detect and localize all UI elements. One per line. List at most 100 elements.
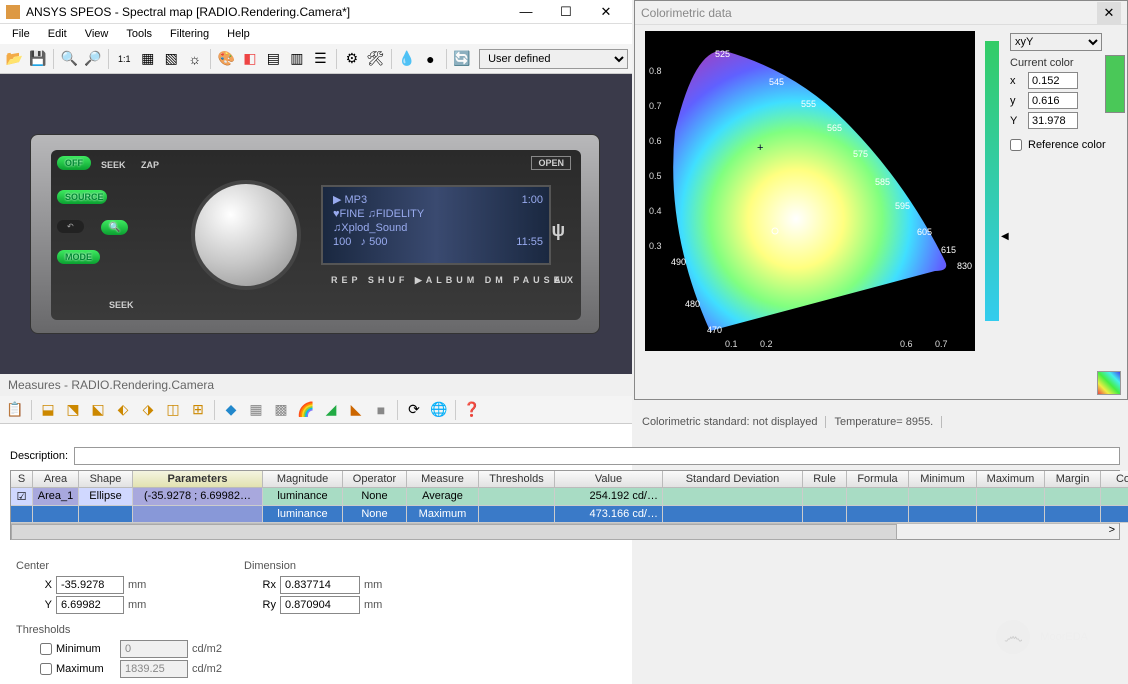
layer1-icon[interactable]: ▦ <box>138 48 159 70</box>
ry-input[interactable] <box>280 596 360 614</box>
zoom-icon[interactable]: 🔍 <box>59 48 80 70</box>
cY-input[interactable] <box>1028 112 1078 129</box>
row1-area: Area_1 <box>33 488 79 506</box>
menu-tools[interactable]: Tools <box>118 26 160 42</box>
layer2-icon[interactable]: ▧ <box>161 48 182 70</box>
max-checkbox[interactable] <box>40 663 52 675</box>
refresh-icon[interactable]: 🔄 <box>452 48 473 70</box>
rx-label: Rx <box>254 579 276 591</box>
chromaticity-diagram[interactable]: + 52554555556557558559560561583049048047… <box>645 31 975 351</box>
refcolor-checkbox[interactable] <box>1010 139 1022 151</box>
mt-grey1-icon[interactable]: ▦ <box>245 399 267 421</box>
mt-help-icon[interactable]: ❓ <box>461 399 483 421</box>
color-titlebar[interactable]: Colorimetric data ✕ <box>635 1 1127 25</box>
menu-edit[interactable]: Edit <box>40 26 75 42</box>
menu-view[interactable]: View <box>77 26 117 42</box>
adjust-icon[interactable]: ⚙ <box>342 48 363 70</box>
zoom-fit-icon[interactable]: 🔎 <box>83 48 104 70</box>
lcd-clock: 11:55 <box>516 235 543 249</box>
description-input[interactable] <box>74 447 1120 465</box>
minimize-button[interactable]: — <box>506 1 546 23</box>
mt-list-icon[interactable]: 📋 <box>4 399 26 421</box>
table-header[interactable]: Margin <box>1045 471 1101 488</box>
scale-icon[interactable]: 1:1 <box>114 48 135 70</box>
cy-input[interactable] <box>1028 92 1078 109</box>
menu-filtering[interactable]: Filtering <box>162 26 217 42</box>
menu-file[interactable]: File <box>4 26 38 42</box>
mt-t6-icon[interactable]: ◫ <box>162 399 184 421</box>
ax-y1: 0.3 <box>649 241 662 251</box>
drop-icon[interactable]: 💧 <box>397 48 418 70</box>
dot-icon[interactable]: ● <box>420 48 441 70</box>
aux-label: AUX <box>554 275 573 285</box>
stack-icon[interactable]: ☰ <box>310 48 331 70</box>
table-header[interactable]: Parameters <box>133 471 263 488</box>
grad-icon[interactable]: ▤ <box>263 48 284 70</box>
mt-t7-icon[interactable]: ⊞ <box>187 399 209 421</box>
bars-icon[interactable]: ▥ <box>287 48 308 70</box>
maximize-button[interactable]: ☐ <box>546 1 586 23</box>
open-icon[interactable]: 📂 <box>4 48 25 70</box>
table-header[interactable]: Measure <box>407 471 479 488</box>
mt-t1-icon[interactable]: ⬓ <box>37 399 59 421</box>
min-checkbox[interactable] <box>40 643 52 655</box>
palette-icon[interactable]: 🎨 <box>216 48 237 70</box>
close-button[interactable]: ✕ <box>586 1 626 23</box>
preset-select[interactable]: User defined <box>479 49 628 69</box>
mt-sq-icon[interactable]: ■ <box>370 399 392 421</box>
gradient-bar[interactable] <box>985 41 999 321</box>
window-title: ANSYS SPEOS - Spectral map [RADIO.Render… <box>26 5 506 19</box>
mt-t5-icon[interactable]: ⬗ <box>137 399 159 421</box>
rx-unit: mm <box>364 579 382 591</box>
tune-icon[interactable]: 🛠 <box>365 48 386 70</box>
table-header[interactable]: Rule <box>803 471 847 488</box>
table-header[interactable]: Confidence Level <box>1101 471 1128 488</box>
table-header[interactable]: Maximum <box>977 471 1045 488</box>
center-x-input[interactable] <box>56 576 124 594</box>
table-header[interactable]: Operator <box>343 471 407 488</box>
light-icon[interactable]: ☼ <box>185 48 206 70</box>
mt-rgb-icon[interactable]: 🌈 <box>295 399 317 421</box>
table-row[interactable]: ☑ Area_1 Ellipse (-35.9278 ; 6.69982… lu… <box>11 488 1119 506</box>
row1-op: None <box>343 488 407 506</box>
menu-help[interactable]: Help <box>219 26 258 42</box>
mt-t2-icon[interactable]: ⬔ <box>62 399 84 421</box>
mt-t4-icon[interactable]: ⬖ <box>112 399 134 421</box>
gradient-arrow-icon[interactable]: ◀ <box>1001 231 1009 242</box>
palette-button-icon[interactable] <box>1097 371 1121 395</box>
titlebar[interactable]: ANSYS SPEOS - Spectral map [RADIO.Render… <box>0 0 632 24</box>
center-y-input[interactable] <box>56 596 124 614</box>
table-header[interactable]: Magnitude <box>263 471 343 488</box>
table-header[interactable]: Formula <box>847 471 909 488</box>
rx-input[interactable] <box>280 576 360 594</box>
table-header[interactable]: Value <box>555 471 663 488</box>
table-header[interactable]: Standard Deviation <box>663 471 803 488</box>
mt-refresh-icon[interactable]: ⟳ <box>403 399 425 421</box>
color-space-select[interactable]: xyY <box>1010 33 1102 51</box>
mt-diamond-icon[interactable]: ◆ <box>220 399 242 421</box>
save-icon[interactable]: 💾 <box>28 48 49 70</box>
mt-tri1-icon[interactable]: ◢ <box>320 399 342 421</box>
lcd-vol: 100 <box>333 236 351 248</box>
table-header[interactable]: S <box>11 471 33 488</box>
mt-tri2-icon[interactable]: ◣ <box>345 399 367 421</box>
min-unit: cd/m2 <box>192 643 222 655</box>
mode-button: MODE <box>57 250 100 264</box>
render-viewport[interactable]: OFF SEEK ZAP OPEN SOURCE ↶ 🔍 MODE SEEK ▶… <box>0 74 632 374</box>
cx-input[interactable] <box>1028 72 1078 89</box>
table-row[interactable]: luminance None Maximum 473.166 cd/… <box>11 506 1119 523</box>
row1-mag: luminance <box>263 488 343 506</box>
row1-check[interactable]: ☑ <box>11 488 33 506</box>
mt-grey2-icon[interactable]: ▩ <box>270 399 292 421</box>
color-close-button[interactable]: ✕ <box>1097 2 1121 24</box>
mt-t3-icon[interactable]: ⬕ <box>87 399 109 421</box>
mt-globe-icon[interactable]: 🌐 <box>428 399 450 421</box>
table-scrollbar[interactable]: < > <box>11 523 1119 539</box>
table-header[interactable]: Thresholds <box>479 471 555 488</box>
table-header[interactable]: Minimum <box>909 471 977 488</box>
table-header[interactable]: Shape <box>79 471 133 488</box>
table-header[interactable]: Area <box>33 471 79 488</box>
volume-dial <box>191 180 301 290</box>
row2-value: 473.166 cd/… <box>555 506 663 523</box>
rgb-icon[interactable]: ◧ <box>240 48 261 70</box>
